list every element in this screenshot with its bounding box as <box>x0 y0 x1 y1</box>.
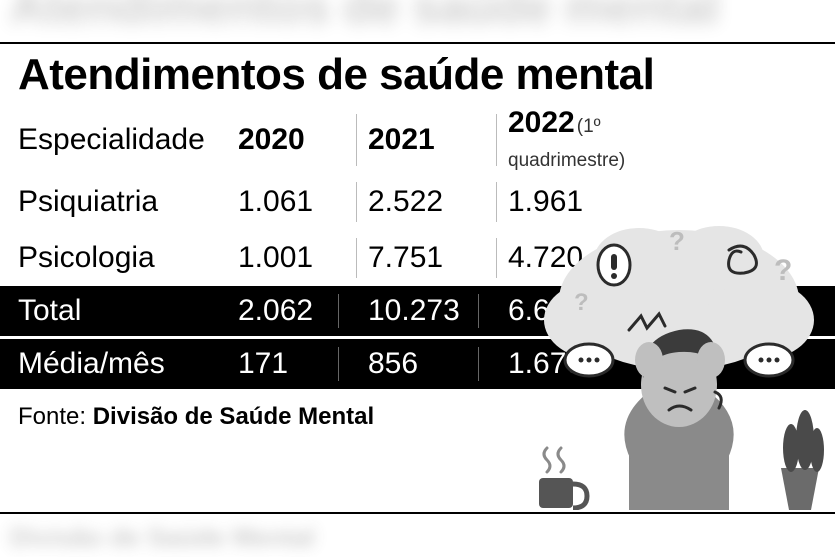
cell-label: Média/mês <box>18 347 238 381</box>
col-divider <box>338 347 339 381</box>
col-divider <box>496 114 497 166</box>
cell-2022: 1.670 <box>508 347 658 381</box>
cell-label: Total <box>18 294 238 328</box>
cell-2020: 2.062 <box>238 294 368 328</box>
cell-2021: 856 <box>368 347 508 381</box>
page-title: Atendimentos de saúde mental <box>18 50 817 100</box>
col-2022-year: 2022 <box>508 106 575 139</box>
col-label: Especialidade <box>18 123 238 157</box>
table-row-avg: Média/mês 171 856 1.670 <box>0 339 835 389</box>
source-line: Fonte: Divisão de Saúde Mental <box>18 403 817 431</box>
source-value: Divisão de Saúde Mental <box>93 403 374 430</box>
cell-2021: 2.522 <box>368 185 508 219</box>
background-blur-source: Divisão de Saúde Mental <box>10 522 315 553</box>
col-divider <box>478 347 479 381</box>
cell-2020: 1.061 <box>238 185 368 219</box>
col-divider <box>496 182 497 222</box>
col-divider <box>496 238 497 278</box>
table-row-total: Total 2.062 10.273 6.681 <box>0 286 835 336</box>
cell-2021: 7.751 <box>368 241 508 275</box>
cell-2021: 10.273 <box>368 294 508 328</box>
col-2021: 2021 <box>368 123 508 157</box>
col-divider <box>356 238 357 278</box>
source-label: Fonte: <box>18 403 93 430</box>
col-2022: 2022(1º quadrimestre) <box>508 106 658 174</box>
cell-2022: 6.681 <box>508 294 658 328</box>
col-divider <box>356 114 357 166</box>
col-2020: 2020 <box>238 123 368 157</box>
cell-label: Psicologia <box>18 241 238 275</box>
cell-2022: 4.720 <box>508 241 658 275</box>
col-divider <box>338 294 339 328</box>
table-row: Psiquiatria 1.061 2.522 1.961 <box>18 174 817 230</box>
col-divider <box>356 182 357 222</box>
cell-2022: 1.961 <box>508 185 658 219</box>
table-header-row: Especialidade 2020 2021 2022(1º quadrime… <box>18 106 817 174</box>
infographic-card: Atendimentos de saúde mental Especialida… <box>0 42 835 514</box>
data-table: Especialidade 2020 2021 2022(1º quadrime… <box>18 106 817 389</box>
cell-2020: 171 <box>238 347 368 381</box>
col-divider <box>478 294 479 328</box>
table-row: Psicologia 1.001 7.751 4.720 <box>18 230 817 286</box>
cell-2020: 1.001 <box>238 241 368 275</box>
cell-label: Psiquiatria <box>18 185 238 219</box>
